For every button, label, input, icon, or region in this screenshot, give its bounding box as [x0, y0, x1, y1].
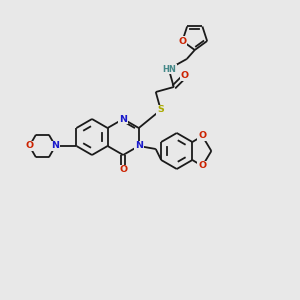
Text: HN: HN [162, 64, 176, 74]
Text: O: O [198, 161, 206, 170]
Text: N: N [119, 115, 127, 124]
Text: O: O [119, 166, 127, 175]
Text: N: N [51, 142, 59, 151]
Text: S: S [158, 106, 164, 115]
Text: O: O [181, 71, 189, 80]
Text: O: O [178, 37, 187, 46]
Text: O: O [25, 142, 34, 151]
Text: O: O [198, 131, 206, 140]
Text: N: N [135, 142, 143, 151]
